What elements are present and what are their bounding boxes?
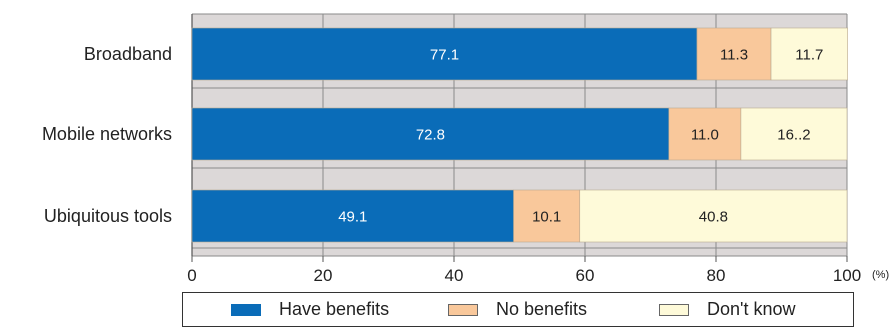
value-label-ubiquitous-tools-have-benefits: 49.1 bbox=[338, 209, 367, 226]
legend-label-dont-know: Don't know bbox=[707, 299, 796, 319]
x-axis-ticks: 0 20 40 60 80 100 (%) bbox=[187, 256, 889, 285]
value-label-mobile-networks-don-t-know: 16..2 bbox=[777, 127, 810, 144]
value-label-mobile-networks-no-benefits: 11.0 bbox=[691, 127, 719, 144]
x-tick-label-100: 100 bbox=[833, 266, 861, 285]
x-axis-unit: (%) bbox=[872, 269, 889, 281]
bar-broadband-have-benefits bbox=[191, 27, 698, 81]
legend-label-no-benefits: No benefits bbox=[496, 299, 588, 319]
bar-broadband-no-benefits bbox=[696, 27, 772, 81]
category-labels: Broadband Mobile networks Ubiquitous tools bbox=[42, 44, 172, 226]
legend-swatch-dont-know bbox=[659, 303, 689, 316]
value-label-broadband-don-t-know: 11.7 bbox=[795, 47, 823, 64]
legend-swatch-have-benefits bbox=[231, 303, 261, 316]
bar-ubiquitous-tools-no-benefits bbox=[513, 189, 581, 243]
bar-ubiquitous-tools-have-benefits bbox=[191, 189, 514, 243]
bar-mobile-networks-have-benefits bbox=[191, 107, 670, 161]
value-label-ubiquitous-tools-don-t-know: 40.8 bbox=[699, 209, 728, 226]
legend-item-have-benefits: Have benefits bbox=[231, 293, 389, 326]
legend-label-have-benefits: Have benefits bbox=[279, 299, 390, 319]
x-tick-label-80: 80 bbox=[707, 266, 726, 285]
x-tick-label-20: 20 bbox=[314, 266, 333, 285]
x-tick-label-60: 60 bbox=[576, 266, 595, 285]
value-label-broadband-have-benefits: 77.1 bbox=[430, 47, 459, 64]
value-label-mobile-networks-have-benefits: 72.8 bbox=[416, 127, 445, 144]
legend: Have benefits No benefits Don't know bbox=[182, 292, 854, 327]
value-label-ubiquitous-tools-no-benefits: 10.1 bbox=[532, 209, 561, 226]
legend-swatch-no-benefits bbox=[448, 303, 478, 316]
category-label-broadband: Broadband bbox=[84, 44, 172, 64]
legend-item-no-benefits: No benefits bbox=[448, 293, 587, 326]
bar-ubiquitous-tools-don-t-know bbox=[579, 189, 848, 243]
value-label-broadband-no-benefits: 11.3 bbox=[720, 47, 748, 64]
category-label-ubiquitous-tools: Ubiquitous tools bbox=[44, 206, 172, 226]
bars: 77.1 11.3 11.7 72.8 11.0 16..2 49.1 10.1 40.8 bbox=[191, 27, 848, 243]
bar-broadband-don-t-know bbox=[770, 27, 848, 81]
category-label-mobile-networks: Mobile networks bbox=[42, 124, 172, 144]
bar-mobile-networks-don-t-know bbox=[740, 107, 848, 161]
x-tick-label-0: 0 bbox=[187, 266, 196, 285]
x-tick-label-40: 40 bbox=[445, 266, 464, 285]
legend-item-dont-know: Don't know bbox=[659, 293, 795, 326]
